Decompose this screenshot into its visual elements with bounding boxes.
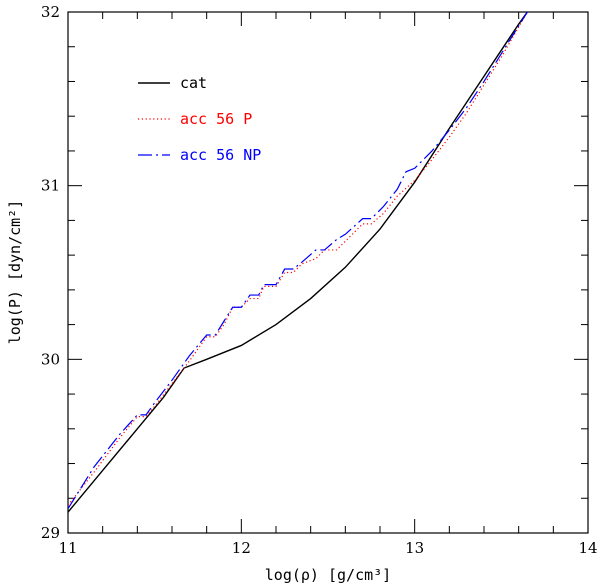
y-tick-label: 32 xyxy=(41,3,60,21)
legend-label: acc 56 P xyxy=(180,110,252,128)
y-tick-label: 31 xyxy=(41,177,60,195)
legend: cat acc 56 P acc 56 NP xyxy=(138,74,261,164)
y-axis-label: log(P) [dyn/cm²] xyxy=(6,200,24,345)
legend-label: acc 56 NP xyxy=(180,146,261,164)
legend-label: cat xyxy=(180,74,207,92)
y-tick-label: 29 xyxy=(41,524,60,542)
series-line-acc-56-np xyxy=(68,12,528,510)
series-line-acc-56-p xyxy=(68,12,528,506)
x-tick-label: 14 xyxy=(578,539,597,557)
x-axis-label: log(ρ) [g/cm³] xyxy=(265,566,391,584)
series-line-cat xyxy=(68,12,528,513)
x-tick-label: 13 xyxy=(405,539,424,557)
series-layer xyxy=(68,12,528,513)
y-tick-label: 30 xyxy=(41,350,60,368)
x-tick-label: 11 xyxy=(58,539,77,557)
axis-ticks: 11 12 13 14 29 30 31 32 xyxy=(41,3,598,557)
plot-frame xyxy=(67,11,589,534)
x-tick-label: 12 xyxy=(232,539,251,557)
